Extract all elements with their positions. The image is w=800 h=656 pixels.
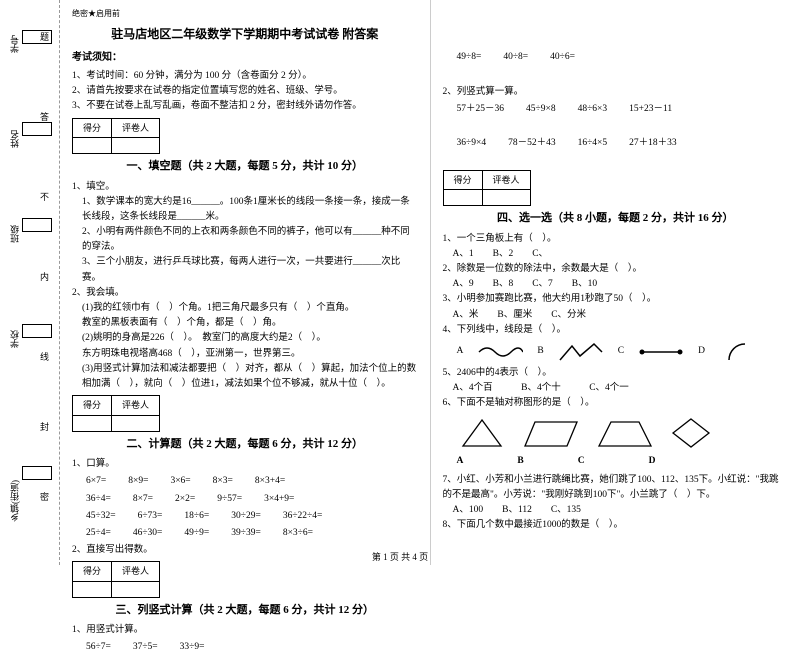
dash-6: 密: [40, 490, 49, 503]
score-box-1: 得分评卷人: [72, 118, 160, 154]
score2-h2: 评卷人: [112, 396, 160, 415]
score4-h2: 评卷人: [482, 170, 530, 189]
dash-5: 封: [40, 420, 49, 433]
notice-3: 3、不要在试卷上乱写乱画，卷面不整洁扣 2 分，密封线外请勿作答。: [72, 99, 418, 114]
box-banji: [22, 218, 52, 232]
arc-icon: [719, 342, 749, 362]
q4-6-labels: A B C D: [457, 454, 789, 469]
q1-2a: (1)我的红领巾有（ ）个角。1把三角尺最多只有（ ）个直角。: [82, 301, 418, 316]
triangle-icon: [457, 416, 507, 450]
q4-3: 3、小明参加赛跑比赛，他大约用1秒跑了50（ ）。: [443, 292, 789, 307]
opt-c: C: [618, 344, 624, 359]
notice-header: 考试须知：: [72, 50, 418, 66]
opt-a: A: [457, 344, 464, 359]
zigzag-icon: [558, 342, 604, 362]
parallelogram-icon: [521, 416, 581, 450]
q3-1: 1、用竖式计算。: [72, 623, 418, 638]
notice-1: 1、考试时间：60 分钟，满分为 100 分（含卷面分 2 分）。: [72, 69, 418, 84]
trapezoid-icon: [595, 416, 655, 450]
diamond-icon: [669, 416, 713, 450]
segment-icon: [638, 342, 684, 362]
q4-7opt: A、100 B、112 C、135: [453, 503, 789, 518]
q4-4-shapes: A B C D: [457, 342, 789, 362]
calc-r0: 6×7=8×9=3×6=8×3=8×3+4=: [86, 474, 418, 489]
calc3d: 36÷9×478－52＋4316÷4×527＋18＋33: [457, 136, 789, 151]
q3-2: 2、列竖式算一算。: [443, 85, 789, 100]
q1-1c: 3、三个小朋友，进行乒乓球比赛，每两人进行一次，一共要进行______次比赛。: [82, 255, 418, 285]
curve-icon: [477, 342, 523, 362]
score-box-3: 得分评卷人: [72, 561, 160, 597]
q4-2opt: A、9 B、8 C、7 B、10: [453, 277, 789, 292]
q1-2b: 教室的黑板表面有（ ）个角，都是（ ）角。: [82, 316, 418, 331]
calc-r3: 25÷4=46÷30=49÷9=39÷39=8×3÷6=: [86, 526, 418, 541]
q4-3opt: A、米 B、厘米 C、分米: [453, 308, 789, 323]
q4-7: 7、小红、小芳和小兰进行跳绳比赛，她们跳了100、112、135下。小红说："我…: [443, 473, 789, 503]
dash-3: 内: [40, 270, 49, 283]
q4-5opt: A、4个百 B、4个十 C、4个一: [453, 381, 789, 396]
notice-2: 2、请首先按要求在试卷的指定位置填写您的姓名、班级、学号。: [72, 84, 418, 99]
lbl-xuehao: 学号: [8, 35, 21, 53]
score2-h1: 得分: [73, 396, 112, 415]
q4-5: 5、2406中的4表示（ ）。: [443, 366, 789, 381]
lbl-banji: 班级: [8, 225, 21, 243]
score-h2: 评卷人: [112, 118, 160, 137]
q1-1: 1、填空。: [72, 180, 418, 195]
exam-title: 驻马店地区二年级数学下学期期中考试试卷 附答案: [72, 25, 418, 44]
q1-1b: 2、小明有两件颜色不同的上衣和两条颜色不同的裤子，他可以有______种不同的穿…: [82, 225, 418, 255]
column-left: 绝密★启用前 驻马店地区二年级数学下学期期中考试试卷 附答案 考试须知： 1、考…: [60, 0, 431, 565]
q4-6: 6、下面不是轴对称图形的是（ ）。: [443, 396, 789, 411]
score-box-2: 得分评卷人: [72, 395, 160, 431]
calc3c: 57＋25－3645÷9×848÷6×315+23－11: [457, 102, 789, 117]
section-1: 一、填空题（共 2 大题，每题 5 分，共计 10 分）: [72, 158, 418, 176]
dash-0: 题: [40, 30, 49, 43]
lbl-xiangzhen: 乡镇(街道): [8, 480, 21, 522]
q4-2: 2、除数是一位数的除法中，余数最大是（ ）。: [443, 262, 789, 277]
calc3b: 49÷8=40÷8=40÷6=: [457, 50, 789, 65]
section-4: 四、选一选（共 8 小题，每题 2 分，共计 16 分）: [443, 210, 789, 228]
box-xingming: [22, 122, 52, 136]
page-footer: 第 1 页 共 4 页: [0, 550, 800, 563]
box-xuexiao: [22, 324, 52, 338]
q2-1: 1、口算。: [72, 457, 418, 472]
q4-6-shapes: [457, 416, 789, 450]
section-2: 二、计算题（共 2 大题，每题 6 分，共计 12 分）: [72, 436, 418, 454]
opt6-b: B: [517, 454, 523, 469]
q1-1a: 1、数学课本的宽大约是16______。100条1厘米长的线段一条接一条，接成一…: [82, 195, 418, 225]
q4-1: 1、一个三角板上有（ ）。: [443, 232, 789, 247]
opt6-a: A: [457, 454, 464, 469]
q1-2c: (2)姚明的身高是226（ ）。 教室门的高度大约是2（ ）。: [82, 331, 418, 346]
lbl-xingming: 姓名: [8, 130, 21, 148]
opt-b: B: [537, 344, 543, 359]
lbl-xuexiao: 学校: [8, 330, 21, 348]
q4-8: 8、下面几个数中最接近1000的数是（ ）。: [443, 518, 789, 533]
calc-r2: 45÷32=6÷73=18÷6=30÷29=36÷22÷4=: [86, 509, 418, 524]
q4-4: 4、下列线中，线段是（ ）。: [443, 323, 789, 338]
score4-h1: 得分: [443, 170, 482, 189]
q1-2: 2、我会填。: [72, 286, 418, 301]
section-3: 三、列竖式计算（共 2 大题，每题 6 分，共计 12 分）: [72, 602, 418, 620]
score-h1: 得分: [73, 118, 112, 137]
score-box-4: 得分评卷人: [443, 170, 531, 206]
column-right: 49÷8=40÷8=40÷6= 2、列竖式算一算。 57＋25－3645÷9×8…: [431, 0, 800, 565]
q4-1opt: A、1 B、2 C、: [453, 247, 789, 262]
seal-text: 绝密★启用前: [72, 8, 418, 21]
dash-2: 不: [40, 190, 49, 203]
q1-2e: (3)用竖式计算加法和减法都要把（ ）对齐，都从（ ）算起，加法个位上的数相加满…: [82, 362, 418, 392]
box-xiangzhen: [22, 466, 52, 480]
dash-4: 线: [40, 350, 49, 363]
calc3a: 56÷7=37÷5=33÷9=: [86, 640, 418, 655]
calc-r1: 36÷4=8×7=2×2=9÷57=3×4+9=: [86, 492, 418, 507]
opt-d: D: [698, 344, 705, 359]
dash-1: 答: [40, 110, 49, 123]
opt6-c: C: [578, 454, 585, 469]
binding-margin: 学号 姓名 班级 学校 乡镇(街道) 题 答 不 内 线 封 密: [0, 0, 60, 565]
opt6-d: D: [649, 454, 656, 469]
q1-2d: 东方明珠电视塔高468（ ），亚洲第一，世界第三。: [82, 347, 418, 362]
